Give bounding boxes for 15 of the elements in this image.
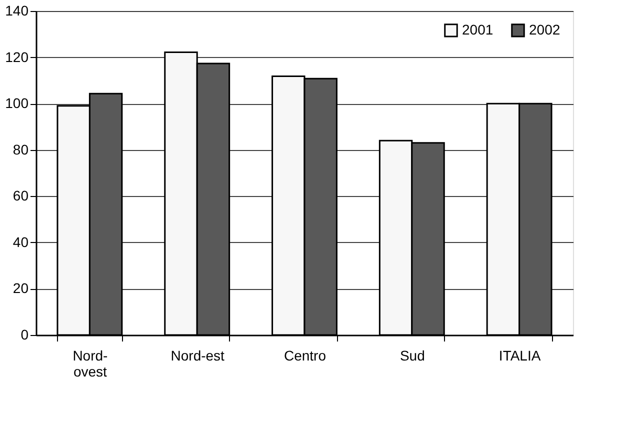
y-tick-label: 20 — [12, 280, 29, 296]
x-tick-label: Centro — [284, 348, 326, 364]
y-tick-label: 0 — [20, 326, 29, 342]
y-tick-label: 60 — [12, 188, 29, 204]
x-tick-label: ITALIA — [498, 348, 542, 364]
y-tick-label: 80 — [12, 141, 29, 158]
y-tick-label: 40 — [12, 234, 29, 250]
legend-label: 2001 — [462, 21, 494, 38]
y-tick-label: 100 — [5, 95, 29, 112]
y-tick-label: 140 — [5, 2, 29, 18]
x-tick-label: Nord- ovest — [72, 348, 108, 380]
x-tick-label: Nord-est — [170, 348, 225, 364]
y-tick-label: 120 — [5, 48, 29, 65]
x-tick-label: Sud — [400, 348, 425, 364]
legend-label: 2002 — [529, 21, 560, 38]
